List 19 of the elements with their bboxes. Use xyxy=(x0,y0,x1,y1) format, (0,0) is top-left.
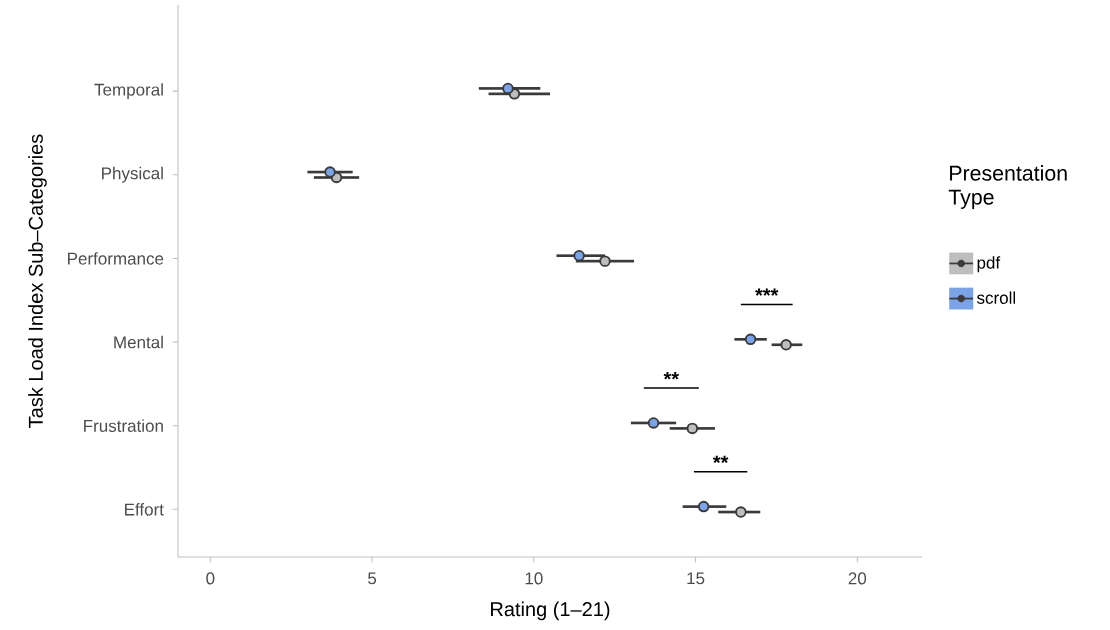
x-tick-label: 20 xyxy=(848,572,867,585)
x-tick-label: 15 xyxy=(687,572,705,585)
y-tick-label: Physical xyxy=(102,166,163,183)
y-tick-label: Frustration xyxy=(84,419,163,432)
annotation: ** xyxy=(712,455,729,464)
y-tick-label: Mental xyxy=(114,335,163,349)
legend-label: scroll xyxy=(976,291,1016,304)
y-tick-label: Performance xyxy=(68,252,164,265)
annotation: ** xyxy=(663,372,680,380)
legend-label: pdf xyxy=(977,256,1001,273)
x-tick-label: 10 xyxy=(525,572,543,585)
annotation: *** xyxy=(755,288,779,296)
y-tick-label: Effort xyxy=(125,503,164,516)
y-axis-title: Task Load Index Sub–Categories xyxy=(28,134,47,428)
legend-title: Presentation Type xyxy=(948,165,1067,209)
x-axis-title: Rating (1–21) xyxy=(491,601,610,621)
x-tick-label: 5 xyxy=(368,572,377,585)
y-tick-label: Temporal xyxy=(94,83,163,100)
x-tick-label: 0 xyxy=(206,572,215,585)
